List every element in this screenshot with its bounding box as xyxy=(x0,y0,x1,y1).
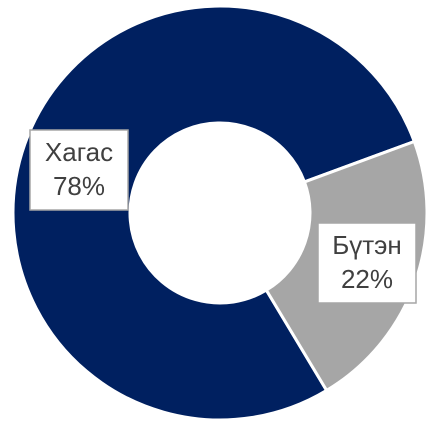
value-label: 22% xyxy=(341,264,393,294)
label-box xyxy=(317,222,417,304)
label-box xyxy=(29,129,129,211)
value-label: 78% xyxy=(53,171,105,201)
category-label: Бүтэн xyxy=(332,230,402,260)
donut-segment xyxy=(11,4,417,422)
category-label: Хагас xyxy=(45,137,113,167)
